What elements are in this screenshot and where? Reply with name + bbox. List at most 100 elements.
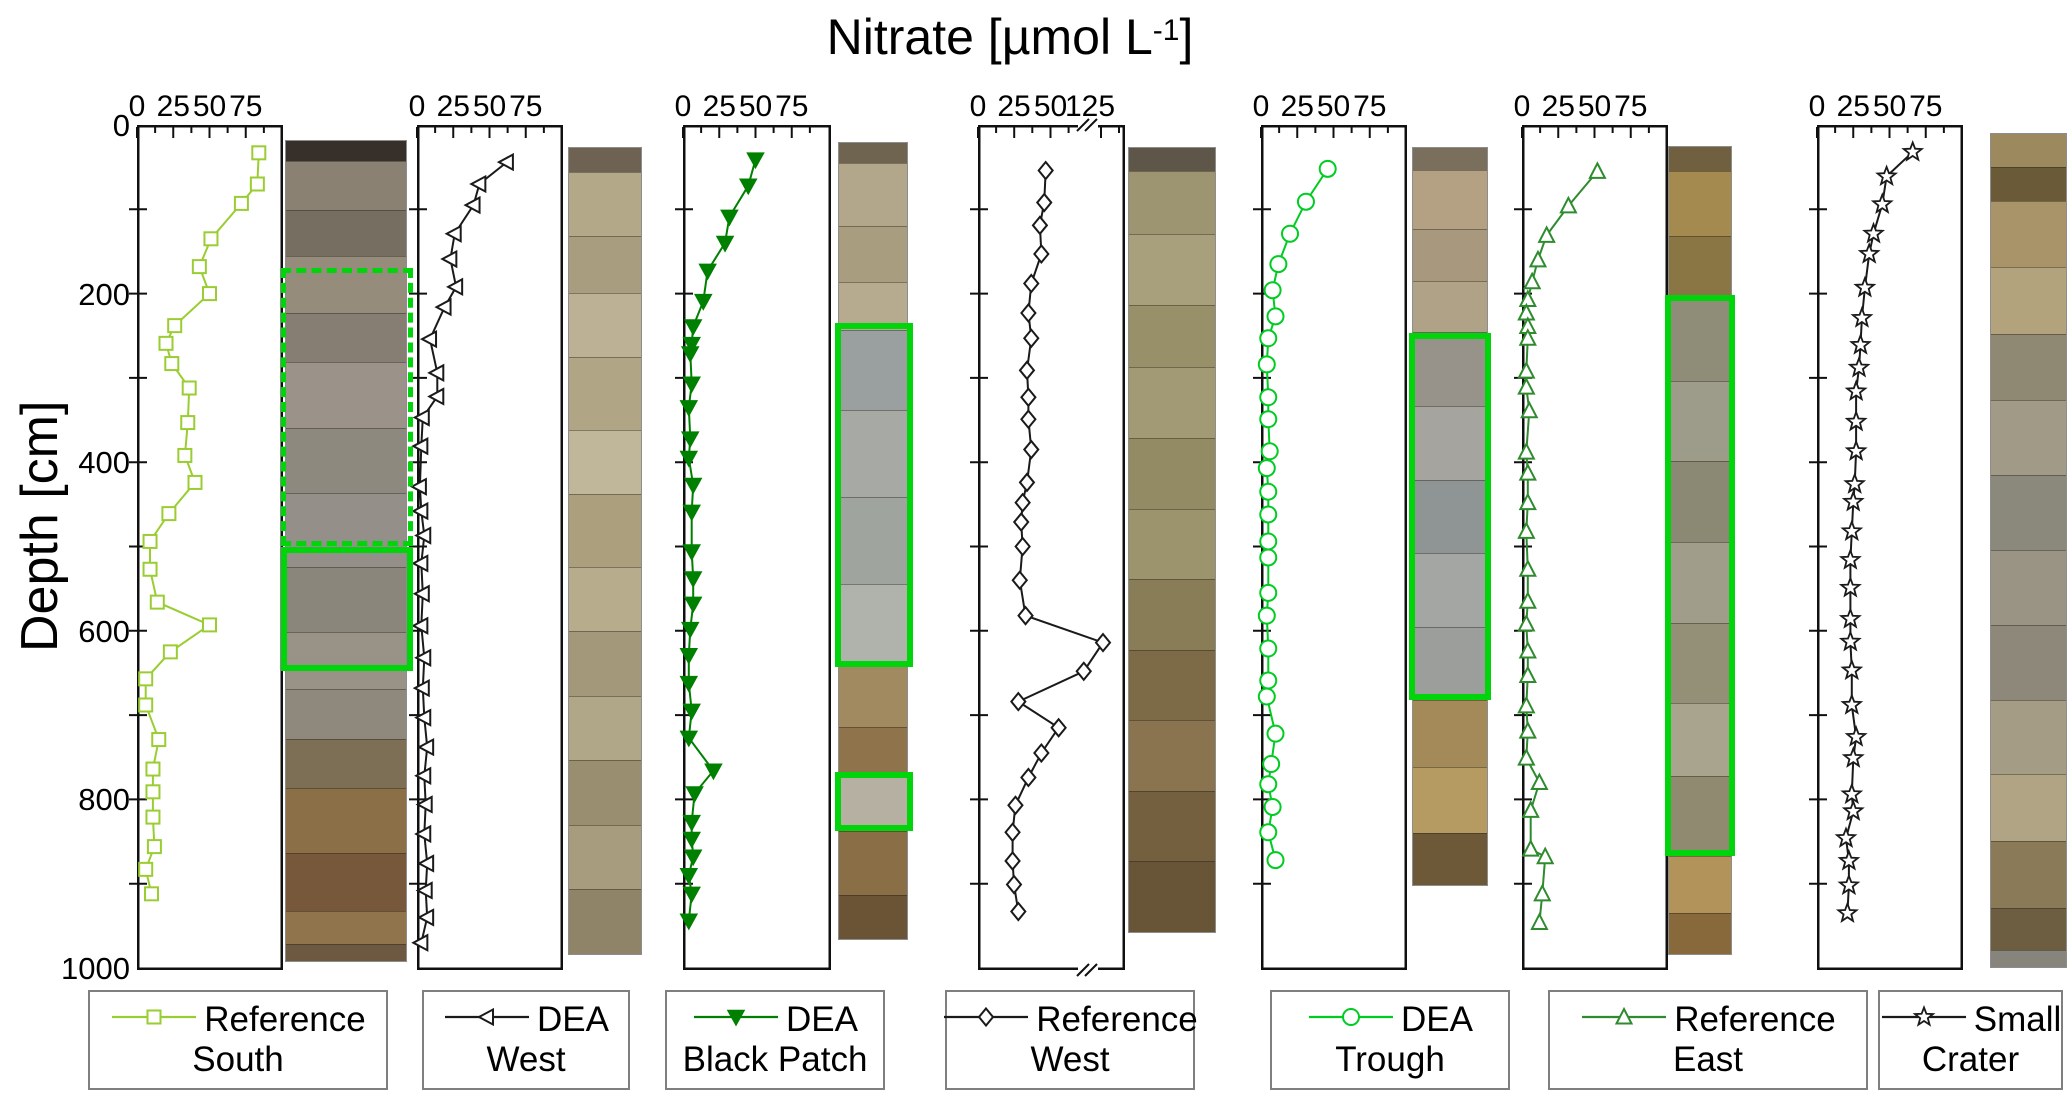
sediment-band xyxy=(569,148,641,172)
core-highlight-box-dea-black-patch xyxy=(835,323,913,668)
sediment-band xyxy=(569,292,641,358)
sediment-band xyxy=(839,330,907,410)
sediment-band xyxy=(1413,833,1487,885)
legend-label-line2: Crater xyxy=(1921,1040,2020,1079)
sediment-band xyxy=(286,943,406,961)
x-tick-label-reference-west: 0 xyxy=(969,90,987,123)
sediment-band xyxy=(286,738,406,788)
legend-label-line2: West xyxy=(1030,1040,1110,1079)
sediment-band xyxy=(1413,626,1487,701)
sediment-band xyxy=(839,775,907,832)
sediment-band xyxy=(1669,170,1731,236)
sediment-band xyxy=(1991,907,2066,950)
sediment-band xyxy=(1991,267,2066,334)
x-tick-label-dea-trough: 0 xyxy=(1252,90,1270,123)
sediment-band xyxy=(1129,508,1215,580)
sediment-band xyxy=(286,427,406,494)
x-tick-label-reference-west: 25 xyxy=(997,90,1031,123)
x-tick-label-small-crater: 75 xyxy=(1909,90,1943,123)
x-tick-label-dea-black-patch: 75 xyxy=(775,90,809,123)
core-photo-reference-east xyxy=(1668,146,1732,955)
sediment-band xyxy=(1991,333,2066,401)
x-tick-label-dea-west: 25 xyxy=(436,90,470,123)
profile-plot-reference-east xyxy=(1514,125,1668,970)
x-tick-label-reference-south: 0 xyxy=(128,90,146,123)
x-tick-label-dea-trough: 50 xyxy=(1316,90,1351,123)
sediment-band xyxy=(1129,367,1215,438)
sediment-band xyxy=(1991,550,2066,625)
sediment-band xyxy=(1669,461,1731,542)
star-marker-icon xyxy=(1880,1002,1968,1037)
sediment-band xyxy=(1129,861,1215,932)
x-tick-label-reference-east: 50 xyxy=(1577,90,1612,123)
sediment-band xyxy=(286,313,406,363)
legend-label-line1: Reference xyxy=(204,999,366,1039)
legend-label-line2: Black Patch xyxy=(682,1040,868,1079)
sediment-band xyxy=(569,889,641,954)
sediment-band xyxy=(839,894,907,939)
legend-label-line1: DEA xyxy=(786,999,858,1039)
sediment-band xyxy=(286,161,406,211)
sediment-band xyxy=(569,357,641,430)
sediment-band xyxy=(1129,171,1215,235)
legend-small-crater: Small Crater xyxy=(1878,990,2063,1090)
core-highlight-box-dea-black-patch xyxy=(835,772,913,832)
x-tick-label-reference-west: 50 xyxy=(1033,90,1068,123)
profile-plot-dea-black-patch xyxy=(675,125,831,970)
sediment-band xyxy=(1669,300,1731,381)
x-tick-label-reference-south: 50 xyxy=(192,90,227,123)
legend-reference-east: Reference East xyxy=(1548,990,1868,1090)
sediment-band xyxy=(1669,856,1731,914)
sediment-band xyxy=(1991,699,2066,775)
profile-plot-reference-west xyxy=(970,118,1125,977)
sediment-band xyxy=(286,566,406,633)
legend-dea-west: DEA West xyxy=(422,990,630,1090)
legend-label-line2: Trough xyxy=(1335,1040,1445,1079)
sediment-band xyxy=(286,255,406,314)
sediment-band xyxy=(1669,622,1731,704)
legend-label-line2: South xyxy=(192,1040,284,1079)
diamond-marker-icon xyxy=(942,1002,1030,1037)
sediment-band xyxy=(839,409,907,497)
x-tick-label-dea-black-patch: 50 xyxy=(738,90,773,123)
sediment-band xyxy=(286,632,406,690)
legend-label-line1: Small xyxy=(1973,999,2062,1039)
depth-tick-label: 200 xyxy=(78,276,130,312)
sediment-band xyxy=(1413,228,1487,281)
depth-tick-label: 400 xyxy=(78,445,130,481)
sediment-band xyxy=(569,695,641,761)
legend-reference-west: Reference West xyxy=(942,990,1198,1090)
tri-up-marker-icon xyxy=(1580,1002,1668,1037)
chart-title-exponent: -1 xyxy=(1152,14,1180,47)
sediment-band xyxy=(1129,234,1215,305)
sediment-band xyxy=(569,824,641,890)
circle-marker-icon xyxy=(1307,1002,1395,1037)
sediment-band xyxy=(1991,400,2066,476)
x-tick-label-small-crater: 25 xyxy=(1836,90,1870,123)
sediment-band xyxy=(1129,720,1215,791)
x-tick-label-dea-trough: 25 xyxy=(1280,90,1314,123)
sediment-band xyxy=(569,236,641,293)
sediment-band xyxy=(1991,624,2066,700)
x-tick-label-dea-west: 0 xyxy=(408,90,426,123)
sediment-band xyxy=(839,584,907,664)
depth-tick-label: 1000 xyxy=(61,951,130,986)
x-tick-label-reference-east: 0 xyxy=(1513,90,1531,123)
legend-label-line2: East xyxy=(1672,1040,1744,1079)
sediment-band xyxy=(569,429,641,495)
square-marker-icon xyxy=(110,1002,198,1037)
sediment-band xyxy=(286,689,406,739)
profile-plot-dea-trough xyxy=(1253,125,1407,970)
profile-plot-small-crater xyxy=(1809,125,1963,970)
core-highlight-box-reference-east xyxy=(1665,295,1735,856)
tri-down-filled-marker-icon xyxy=(692,1002,780,1037)
x-tick-label-small-crater: 0 xyxy=(1808,90,1826,123)
sediment-band xyxy=(1413,553,1487,627)
core-highlight-box-reference-south xyxy=(281,546,413,672)
sediment-band xyxy=(1991,475,2066,550)
sediment-band xyxy=(839,831,907,895)
sediment-band xyxy=(286,362,406,428)
sediment-band xyxy=(1413,700,1487,767)
sediment-band xyxy=(839,143,907,163)
